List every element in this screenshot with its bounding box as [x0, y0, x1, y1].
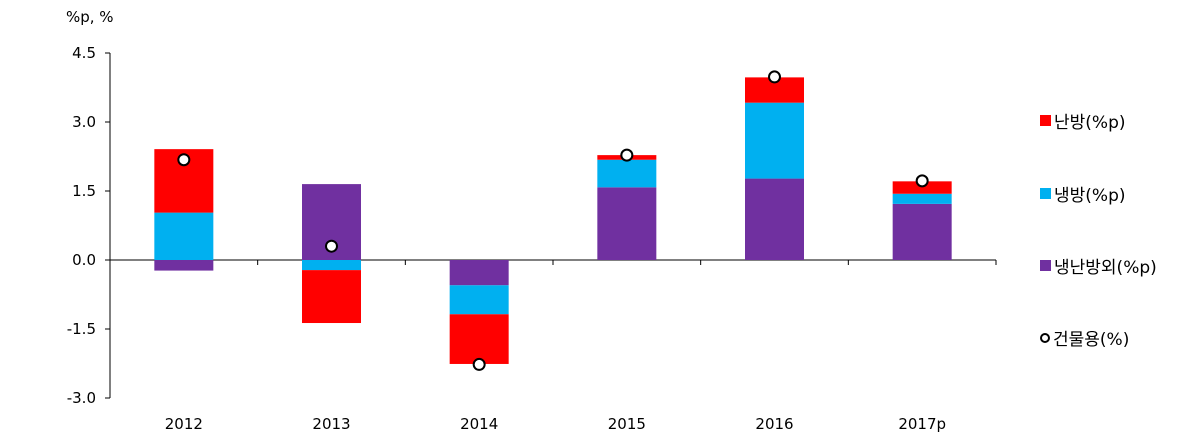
x-tick-label: 2015	[608, 415, 646, 433]
y-tick-label: 4.5	[72, 44, 96, 62]
legend: 난방(%p) 냉방(%p) 냉난방외(%p) 건물용(%)	[1040, 0, 1200, 440]
legend-label-heating: 난방(%p)	[1054, 113, 1126, 133]
y-tick-label: 0.0	[72, 251, 96, 269]
bar-segment	[745, 102, 804, 179]
legend-label-building: 건물용(%)	[1053, 330, 1130, 350]
bar-segment	[449, 260, 509, 286]
building-marker	[177, 153, 191, 167]
x-tick-label: 2013	[312, 415, 350, 433]
building-marker	[472, 357, 486, 371]
bar-segment	[449, 314, 509, 364]
bar-segment	[892, 181, 952, 194]
building-marker	[768, 70, 781, 84]
building-marker	[325, 239, 338, 253]
x-tick-label: 2016	[755, 415, 793, 433]
legend-item-building: 건물용(%)	[1040, 325, 1129, 350]
bar-segment	[449, 285, 509, 315]
bar-segment	[892, 203, 952, 260]
bar-segment	[892, 193, 952, 204]
legend-swatch-heating	[1040, 115, 1051, 126]
bar-segment	[302, 260, 361, 271]
bar-segment	[154, 212, 214, 260]
legend-item-heating: 난방(%p)	[1040, 108, 1126, 133]
bar-segment	[597, 159, 657, 188]
x-tick-label: 2017p	[898, 415, 946, 433]
y-tick-label: 1.5	[72, 182, 96, 200]
bar-segment	[745, 178, 804, 260]
y-axis-unit-label: %p, %	[66, 8, 114, 26]
legend-item-other: 냉난방외(%p)	[1040, 253, 1157, 278]
legend-item-cooling: 냉방(%p)	[1040, 181, 1126, 206]
legend-swatch-other	[1040, 260, 1051, 271]
building-marker	[620, 148, 634, 162]
y-tick-label: -3.0	[67, 389, 96, 407]
bar-segment	[597, 187, 657, 260]
x-tick-label: 2012	[165, 415, 203, 433]
legend-marker-building	[1040, 332, 1050, 343]
legend-label-cooling: 냉방(%p)	[1054, 186, 1126, 206]
legend-label-other: 냉난방외(%p)	[1054, 258, 1157, 278]
x-tick-label: 2014	[460, 415, 498, 433]
legend-swatch-cooling	[1040, 188, 1051, 199]
y-tick-label: 3.0	[72, 113, 96, 131]
y-tick-label: -1.5	[67, 320, 96, 338]
bar-segment	[154, 260, 214, 271]
bar-segment	[302, 270, 361, 324]
building-marker	[915, 174, 929, 188]
